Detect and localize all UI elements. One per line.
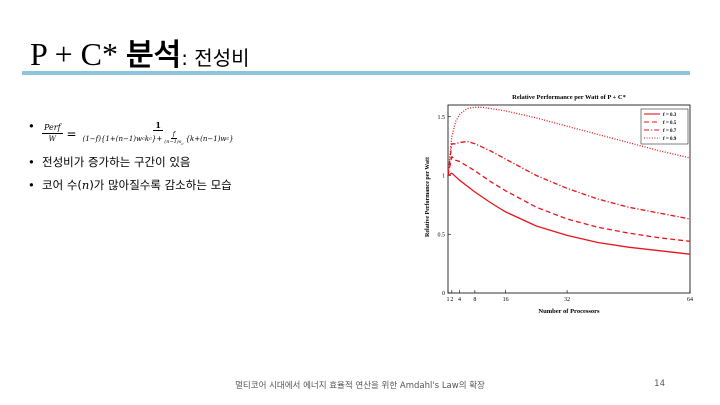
- y-tick-label: 1: [442, 174, 445, 180]
- title-sub: : 전성비: [181, 46, 250, 70]
- legend-label: f = 0.3: [663, 113, 677, 118]
- formula-rhs: 1 (1−f){1+(n−1)w c k c} + f (n−1)sc {k+(n−1)…: [81, 120, 236, 147]
- formula-den-part-b: {k+(n−1)w: [185, 135, 227, 143]
- slide-title: P + C* 분석: 전성비: [30, 30, 250, 73]
- chart-title: Relative Performance per Watt of P + C*: [512, 94, 626, 101]
- x-tick-label: 32: [564, 297, 570, 303]
- formula-den-sub1: c: [142, 136, 145, 142]
- formula-inner-den-sub: c: [181, 141, 184, 146]
- chart-legend: f = 0.3 f = 0.5 f = 0.7 f = 0.9: [640, 108, 689, 145]
- title-main: P + C*: [30, 36, 126, 72]
- x-tick-label: 4: [458, 297, 461, 303]
- y-tick-label: 1.5: [438, 115, 446, 121]
- plot-frame: [447, 104, 691, 294]
- legend-label: f = 0.7: [663, 129, 677, 134]
- legend-label: f = 0.9: [663, 137, 677, 142]
- formula-den-part-a: (1−f){1+(n−1)w: [82, 135, 143, 143]
- formula-inner-den-text: (n−1)s: [164, 139, 182, 145]
- formula-lhs-num: Perf: [42, 123, 63, 134]
- chart-x-axis-label: Number of Processors: [538, 308, 600, 315]
- slide-footer: 멀티코어 시대에서 에너지 효율적 연산을 위한 Amdahl's Law의 확…: [235, 381, 485, 391]
- bullet-item-3-text-a: 코어 수(: [42, 178, 82, 192]
- formula-den-close-a: }: [151, 135, 157, 143]
- x-tick-label: 1: [447, 297, 450, 303]
- series-line-2: [447, 156, 691, 242]
- x-tick-label: 64: [687, 297, 693, 303]
- formula-plus: +: [156, 135, 163, 143]
- formula-equals: =: [66, 126, 77, 141]
- legend-box: [640, 108, 689, 145]
- formula-rhs-num: 1: [153, 120, 163, 131]
- bullet-item-2: 전성비가 증가하는 구간이 있음: [28, 154, 328, 170]
- bullet-item-3: 코어 수(n)가 많아질수록 감소하는 모습: [28, 177, 328, 193]
- x-tick-label: 2: [450, 297, 453, 303]
- series-line-3: [447, 140, 691, 220]
- formula-inner-frac: f (n−1)sc: [162, 131, 185, 147]
- series-line-4: [447, 106, 691, 176]
- chart-series: [447, 106, 691, 255]
- y-tick-label: 0: [442, 291, 445, 297]
- bullet-item-3-n: n: [81, 178, 90, 192]
- performance-chart: Relative Performance per Watt of P + C* …: [425, 94, 694, 315]
- y-tick-label: 0.5: [438, 232, 446, 238]
- formula-rhs-den: (1−f){1+(n−1)w c k c} + f (n−1)sc {k+(n−1)w c…: [81, 131, 236, 147]
- formula-den-sub3: c: [226, 136, 230, 142]
- page-number: 14: [654, 379, 665, 389]
- bullet-item-2-text: 전성비가 증가하는 구간이 있음: [42, 155, 191, 169]
- formula-lhs: Perf W: [42, 123, 63, 144]
- chart-y-axis-label: Relative Performance per Watt: [425, 157, 431, 237]
- legend-label: f = 0.5: [663, 121, 677, 126]
- x-tick-label: 16: [503, 297, 509, 303]
- series-line-1: [447, 172, 691, 255]
- formula-lhs-den: W: [48, 135, 56, 143]
- x-tick-label: 8: [473, 297, 476, 303]
- formula-inner-num: f: [170, 131, 178, 139]
- formula-inner-den: (n−1)sc: [162, 139, 185, 147]
- formula-den-sub2: c: [149, 136, 152, 142]
- formula-den-k: k: [144, 135, 150, 143]
- formula-den-close-b: }: [229, 135, 234, 143]
- title-underline: [22, 71, 690, 75]
- bullet-item-3-text-b: )가 많아질수록 감소하는 모습: [89, 178, 232, 192]
- title-korean: 분석: [126, 38, 182, 73]
